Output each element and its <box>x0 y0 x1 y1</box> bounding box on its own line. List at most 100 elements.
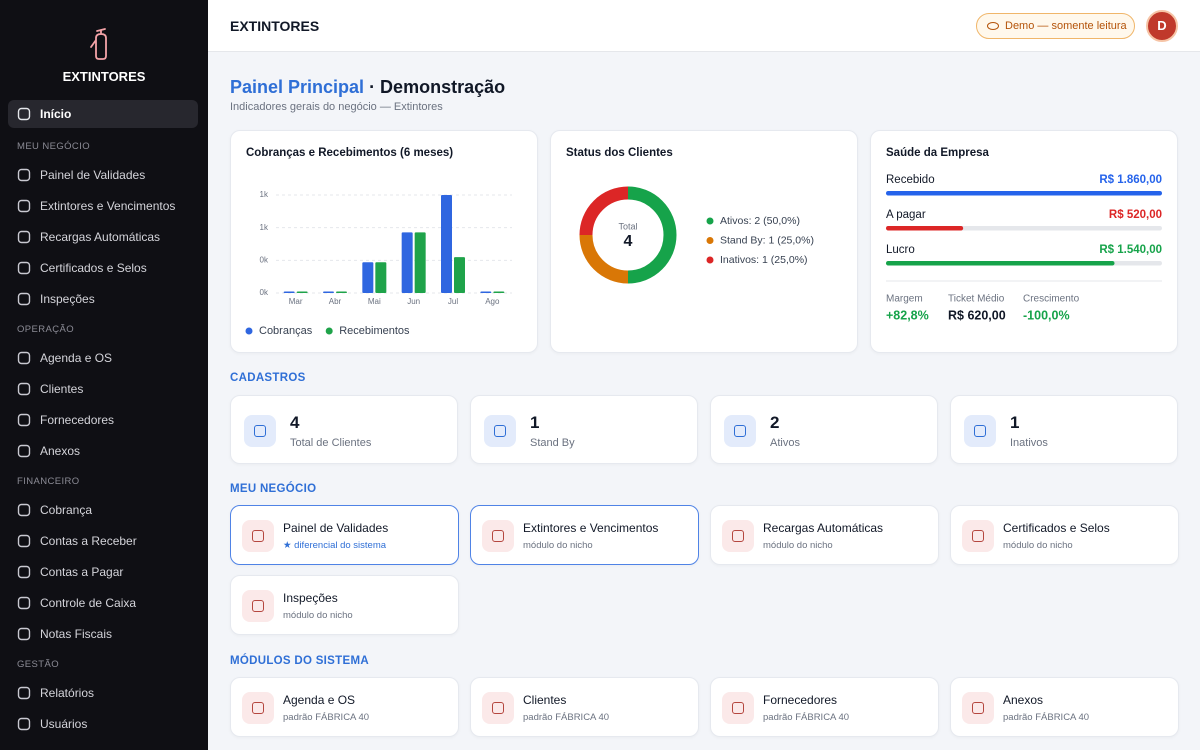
nav-item[interactable]: Cobrança <box>40 503 93 517</box>
nav-item[interactable]: Inspeções <box>40 292 95 306</box>
icon <box>252 600 264 612</box>
icon-box <box>724 415 756 447</box>
module-sub: módulo do nicho <box>1003 540 1073 551</box>
stat-card[interactable]: 1 Inativos <box>950 395 1178 464</box>
module-card[interactable]: Certificados e Selos módulo do nicho <box>950 505 1179 565</box>
icon <box>732 702 744 714</box>
icon-box <box>964 415 996 447</box>
icon <box>252 702 264 714</box>
module-title: Certificados e Selos <box>1003 521 1110 535</box>
nav-item[interactable]: Painel de Validades <box>40 168 146 182</box>
module-card[interactable]: Clientes padrão FÁBRICA 40 <box>470 677 699 737</box>
bar-chart-card <box>230 130 538 353</box>
nav-item[interactable]: Anexos <box>40 444 81 458</box>
module-card[interactable]: Fornecedores padrão FÁBRICA 40 <box>710 677 939 737</box>
module-sub: padrão FÁBRICA 40 <box>283 712 370 723</box>
nav-item[interactable]: Notas Fiscais <box>40 627 113 641</box>
icon-box <box>722 520 754 552</box>
section-title: CADASTROS <box>230 372 306 384</box>
icon <box>492 530 504 542</box>
nav-item[interactable]: Certificados e Selos <box>40 261 147 275</box>
icon-box <box>244 415 276 447</box>
section-title: MÓDULOS DO SISTEMA <box>230 655 369 667</box>
page-subtitle: Indicadores gerais do negócio — Extintor… <box>230 101 443 113</box>
module-title: Fornecedores <box>763 693 838 707</box>
stat-label: Stand By <box>530 437 575 449</box>
stat-card[interactable]: 2 Ativos <box>710 395 938 464</box>
brand: EXTINTORES <box>62 69 146 84</box>
module-title: Anexos <box>1003 693 1044 707</box>
stat-label: Ativos <box>770 437 800 449</box>
icon <box>494 425 506 437</box>
icon-box <box>482 520 514 552</box>
nav-item[interactable]: Usuários <box>40 717 88 731</box>
stat-value: 1 <box>1010 413 1020 432</box>
icon-box <box>962 692 994 724</box>
icon-box <box>242 590 274 622</box>
module-title: Painel de Validades <box>283 521 389 535</box>
stat-card[interactable]: 4 Total de Clientes <box>230 395 458 464</box>
icon <box>734 425 746 437</box>
nav-item[interactable]: Extintores e Vencimentos <box>40 199 176 213</box>
icon-box <box>482 692 514 724</box>
nav-section-title: FINANCEIRO <box>17 476 80 487</box>
nav-item[interactable]: Contas a Receber <box>40 534 137 548</box>
module-sub: ★ diferencial do sistema <box>283 540 387 551</box>
stat-label: Total de Clientes <box>290 437 372 449</box>
title-accent: Painel Principal <box>230 77 365 97</box>
icon-box <box>242 692 274 724</box>
health-card <box>870 130 1178 353</box>
badge-text: Demo — somente leitura <box>1005 20 1127 32</box>
module-title: Inspeções <box>283 591 338 605</box>
nav-section-title: MEU NEGÓCIO <box>17 141 91 152</box>
module-title: Recargas Automáticas <box>763 521 884 535</box>
nav-item[interactable]: Contas a Pagar <box>40 565 124 579</box>
nav-item[interactable]: Recargas Automáticas <box>40 230 161 244</box>
module-sub: padrão FÁBRICA 40 <box>1003 712 1090 723</box>
module-sub: padrão FÁBRICA 40 <box>523 712 610 723</box>
icon <box>972 702 984 714</box>
nav-item[interactable]: Clientes <box>40 382 84 396</box>
title-rest: · Demonstração <box>364 77 506 97</box>
icon-box <box>484 415 516 447</box>
module-card[interactable]: Agenda e OS padrão FÁBRICA 40 <box>230 677 459 737</box>
module-card[interactable]: Anexos padrão FÁBRICA 40 <box>950 677 1179 737</box>
icon-box <box>242 520 274 552</box>
nav-item[interactable]: Relatórios <box>40 686 95 700</box>
badge-eye <box>987 22 999 30</box>
nav-item[interactable]: Fornecedores <box>40 413 115 427</box>
nav-item[interactable]: Início <box>40 107 72 121</box>
page-title: Painel Principal · Demonstração <box>230 77 505 98</box>
nav-section-title: GESTÃO <box>17 659 59 670</box>
module-sub: padrão FÁBRICA 40 <box>763 712 850 723</box>
icon-box <box>962 520 994 552</box>
section-title: MEU NEGÓCIO <box>230 483 317 495</box>
module-sub: módulo do nicho <box>763 540 833 551</box>
module-card[interactable]: Inspeções módulo do nicho <box>230 575 459 635</box>
nav-item[interactable]: Controle de Caixa <box>40 596 137 610</box>
icon <box>732 530 744 542</box>
stat-label: Inativos <box>1010 437 1048 449</box>
icon-box <box>722 692 754 724</box>
module-title: Agenda e OS <box>283 693 356 707</box>
stat-card[interactable]: 1 Stand By <box>470 395 698 464</box>
nav-active[interactable] <box>8 100 198 128</box>
demo-badge[interactable]: Demo — somente leitura <box>976 13 1135 39</box>
module-card[interactable]: Extintores e Vencimentos módulo do nicho <box>470 505 699 565</box>
icon <box>972 530 984 542</box>
logo <box>90 28 107 60</box>
icon <box>492 702 504 714</box>
module-card[interactable]: Painel de Validades ★ diferencial do sist… <box>230 505 459 565</box>
nav-item[interactable]: Agenda e OS <box>40 351 113 365</box>
module-title: Clientes <box>523 693 567 707</box>
icon <box>252 530 264 542</box>
donut-card <box>550 130 858 353</box>
stat-value: 2 <box>770 413 780 432</box>
nav-section-title: OPERAÇÃO <box>17 324 75 335</box>
avatar[interactable]: D <box>1146 10 1178 42</box>
icon <box>254 425 266 437</box>
module-card[interactable]: Recargas Automáticas módulo do nicho <box>710 505 939 565</box>
module-sub: módulo do nicho <box>523 540 593 551</box>
icon <box>974 425 986 437</box>
module-sub: módulo do nicho <box>283 610 353 621</box>
